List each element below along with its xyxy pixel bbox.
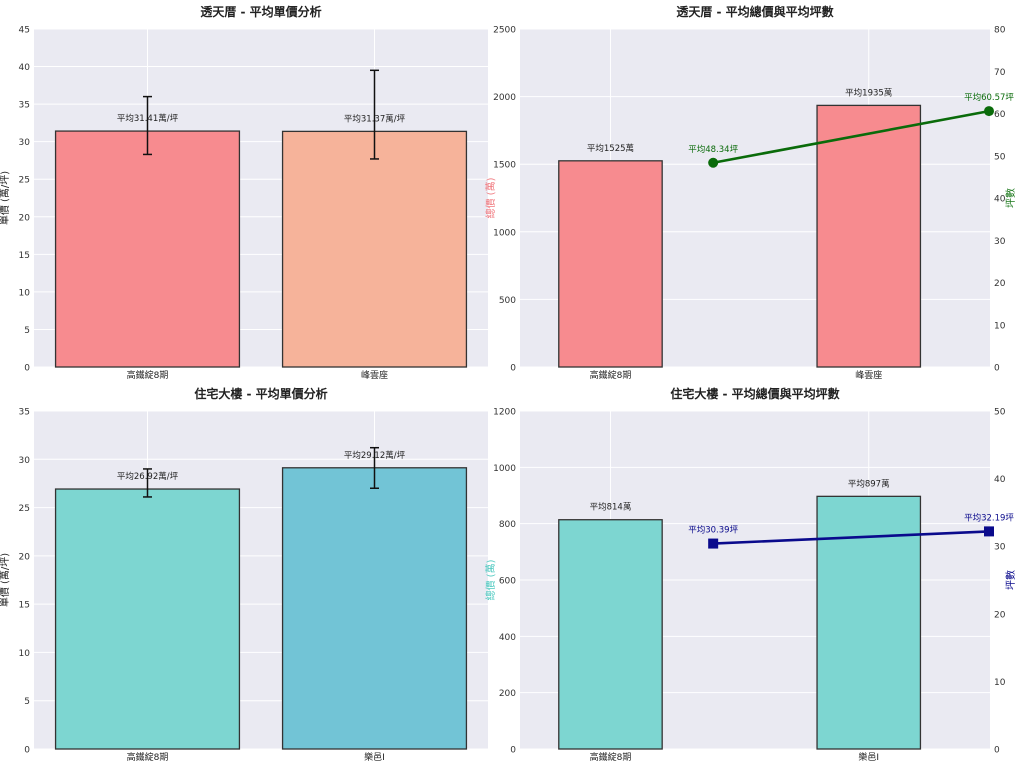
x-tick-label: 峰雲座 [855, 369, 882, 381]
series-line [712, 109, 990, 165]
bar-1 [54, 488, 241, 750]
y-tick-label: 1200 [493, 408, 516, 418]
y-tick-label: 200 [499, 689, 516, 699]
y-tick-label: 25 [19, 504, 30, 514]
data-label: 平均1525萬 [587, 143, 634, 154]
y-tick-label: 400 [499, 633, 516, 643]
y-tick-label: 10 [19, 288, 31, 298]
bar-2 [281, 130, 468, 368]
y-tick-label: 0 [510, 364, 516, 374]
y-tick-label: 25 [19, 176, 30, 186]
y2-tick-label: 40 [994, 195, 1006, 205]
line-data-label: 平均30.39坪 [688, 525, 738, 536]
y-tick-label: 40 [19, 63, 31, 73]
series-line [713, 530, 990, 545]
y2-tick-label: 80 [994, 26, 1006, 36]
bar-2 [281, 467, 468, 750]
y2-tick-label: 0 [994, 364, 1000, 374]
y-tick-label: 2000 [493, 93, 516, 103]
y-tick-label: 15 [19, 251, 30, 261]
y-tick-label: 5 [24, 697, 30, 707]
y-tick-label: 1500 [493, 161, 516, 171]
data-label: 平均31.37萬/坪 [344, 113, 406, 124]
y-axis-label: 總價 (萬) [484, 177, 497, 218]
y-tick-label: 20 [19, 213, 31, 223]
chart-panel-2: 透天厝 - 平均總價與平均坪數05001000150020002500平均152… [484, 4, 1017, 381]
y-tick-label: 20 [19, 552, 31, 562]
y-tick-label: 800 [499, 520, 516, 530]
chart-panel-4: 住宅大樓 - 平均總價與平均坪數020040060080010001200平均8… [484, 386, 1017, 763]
data-label: 平均29.12萬/坪 [344, 450, 406, 461]
y-tick-label: 35 [19, 101, 30, 111]
y2-axis-label: 坪數 [1004, 188, 1017, 208]
line-data-label: 平均60.57坪 [964, 92, 1014, 103]
y-tick-label: 600 [499, 577, 516, 587]
y2-tick-label: 50 [994, 408, 1006, 418]
y2-tick-label: 40 [994, 475, 1006, 485]
x-tick-label: 峰雲座 [361, 369, 388, 381]
bar-2 [816, 104, 922, 368]
x-tick-label: 樂邑I [858, 751, 879, 763]
line-point-2 [984, 526, 994, 537]
y2-tick-label: 30 [994, 237, 1006, 247]
y-tick-label: 45 [19, 26, 30, 36]
line-data-label: 平均48.34坪 [688, 144, 738, 155]
y-tick-label: 30 [19, 138, 31, 148]
y-tick-label: 35 [19, 408, 30, 418]
line-point-2 [984, 106, 994, 117]
y-tick-label: 15 [19, 601, 30, 611]
y2-tick-label: 20 [994, 610, 1006, 620]
data-label: 平均1935萬 [845, 87, 892, 98]
y-tick-label: 5 [24, 326, 30, 336]
data-label: 平均31.41萬/坪 [117, 113, 179, 124]
chart-title: 住宅大樓 - 平均單價分析 [194, 386, 327, 401]
data-label: 平均897萬 [848, 478, 890, 489]
line-data-label: 平均32.19坪 [964, 512, 1014, 523]
y2-tick-label: 20 [994, 279, 1006, 289]
x-tick-label: 樂邑I [364, 751, 385, 763]
y2-tick-label: 70 [994, 68, 1006, 78]
y2-axis-label: 坪數 [1004, 570, 1017, 590]
chart-title: 透天厝 - 平均單價分析 [200, 4, 321, 19]
bar-1 [558, 160, 663, 368]
y2-tick-label: 30 [994, 543, 1006, 553]
chart-panel-1: 透天厝 - 平均單價分析 0 5 10 15 20 25 30 35 40 45 平均31.41萬/坪… [0, 4, 488, 381]
chart-panel-3: 住宅大樓 - 平均單價分析 0 5 10 15 20 25 30 35 平均26.92萬/坪 平均2… [0, 386, 488, 763]
y-tick-label: 1000 [493, 228, 516, 238]
x-tick-label: 高鐵綻8期 [590, 751, 632, 763]
y-tick-label: 1000 [493, 464, 516, 474]
line-point-1 [708, 538, 719, 549]
y-tick-label: 0 [510, 746, 516, 756]
y-tick-label: 2500 [493, 26, 516, 36]
y2-tick-label: 50 [994, 152, 1006, 162]
line-point-1 [708, 157, 719, 168]
y2-tick-label: 10 [994, 678, 1006, 688]
bar-1 [558, 519, 663, 750]
y-axis-label: 單價 (萬/坪) [0, 553, 11, 607]
y2-tick-label: 0 [994, 746, 1000, 756]
y-axis-label: 單價 (萬/坪) [0, 171, 11, 225]
y-tick-label: 0 [24, 746, 30, 756]
y-tick-label: 30 [19, 456, 31, 466]
x-tick-label: 高鐵綻8期 [590, 369, 632, 381]
y-tick-label: 0 [24, 364, 30, 374]
y-tick-label: 500 [499, 296, 516, 306]
x-tick-label: 高鐵綻8期 [127, 369, 169, 381]
data-label: 平均26.92萬/坪 [117, 471, 179, 482]
y-axis-label: 總價 (萬) [484, 559, 497, 600]
y-tick-label: 10 [19, 649, 31, 659]
chart-title: 住宅大樓 - 平均總價與平均坪數 [670, 386, 839, 401]
chart-title: 透天厝 - 平均總價與平均坪數 [676, 4, 833, 19]
y2-tick-label: 60 [994, 110, 1006, 120]
data-label: 平均814萬 [590, 502, 632, 513]
bar-1 [54, 130, 241, 368]
x-tick-label: 高鐵綻8期 [127, 751, 169, 763]
y2-tick-label: 10 [994, 321, 1006, 331]
